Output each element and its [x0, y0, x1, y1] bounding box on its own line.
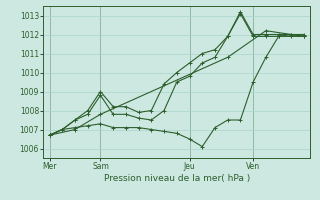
X-axis label: Pression niveau de la mer( hPa ): Pression niveau de la mer( hPa ) — [104, 174, 250, 183]
